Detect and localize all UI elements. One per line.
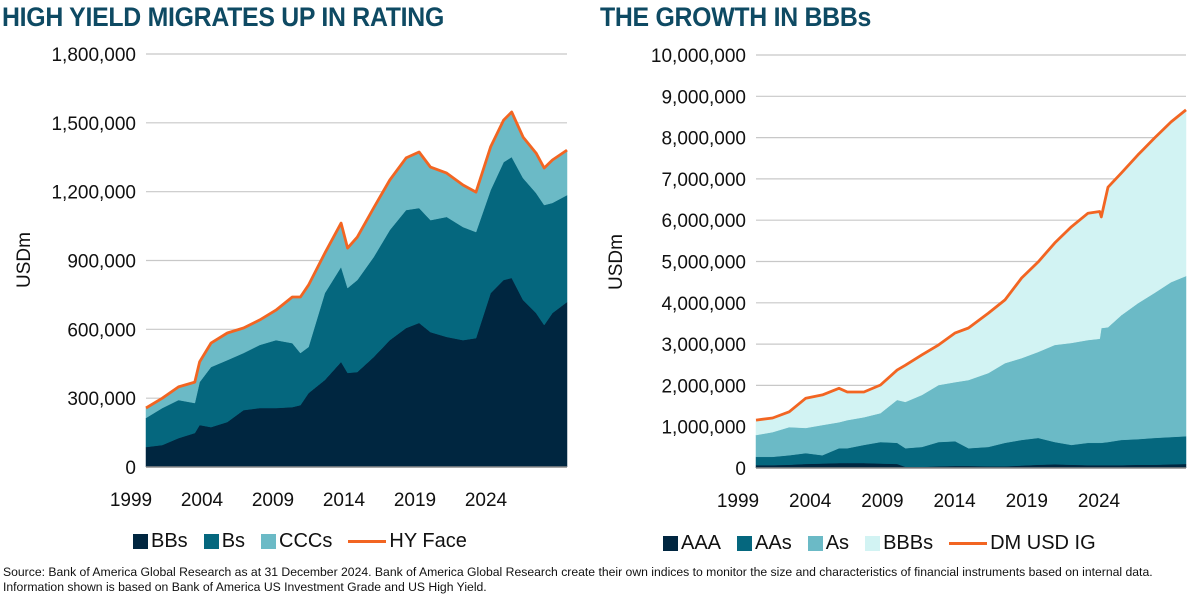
x-tick-label: 2019 xyxy=(394,490,436,511)
y-tick-label: 0 xyxy=(125,458,136,479)
x-tick-label: 2014 xyxy=(933,491,976,512)
x-tick-label: 2014 xyxy=(323,490,366,511)
legend-label: DM USD IG xyxy=(990,532,1096,554)
legend-color-swatch xyxy=(663,536,678,551)
legend-item: CCCs xyxy=(261,530,332,553)
x-tick-label: 2019 xyxy=(1006,491,1048,512)
y-tick-label: 6,000,000 xyxy=(661,211,746,232)
x-tick-label: 1999 xyxy=(110,490,152,511)
chart-1: 0 300,000 600,000 900,000 1,200,000 1,500,000… xyxy=(14,45,568,511)
legend-item: Bs xyxy=(203,530,246,553)
legend-left: BBs Bs CCCs HY Face xyxy=(133,530,483,553)
y-tick-label: 900,000 xyxy=(67,252,136,273)
legend-right: AAA AAs As BBBs DM USD IG xyxy=(663,532,1112,555)
legend-label: As xyxy=(825,532,850,554)
y-tick-label: 7,000,000 xyxy=(661,170,746,191)
y-tick-label: 1,000,000 xyxy=(661,418,746,439)
y-tick-label: 600,000 xyxy=(67,320,136,341)
legend-label: AAA xyxy=(681,532,722,554)
legend-color-swatch xyxy=(807,536,823,551)
legend-label: BBs xyxy=(151,530,188,552)
y-tick-label: 0 xyxy=(735,459,746,480)
x-tick-label: 1999 xyxy=(717,491,759,512)
legend-color-swatch xyxy=(865,536,881,551)
y-tick-label: 1,200,000 xyxy=(51,183,136,204)
source-note: Source: Bank of America Global Research … xyxy=(3,565,1153,594)
y-tick-label: 8,000,000 xyxy=(661,129,746,150)
chart-title-left: HIGH YIELD MIGRATES UP IN RATING xyxy=(2,2,445,32)
legend-line-swatch xyxy=(348,540,387,543)
legend-color-swatch xyxy=(261,534,277,549)
y-tick-label: 2,000,000 xyxy=(661,376,746,397)
legend-label: Bs xyxy=(221,530,246,552)
charts-canvas: 0 300,000 600,000 900,000 1,200,000 1,500,000… xyxy=(14,45,1187,512)
y-tick-label: 300,000 xyxy=(67,389,136,410)
y-tick-label: 5,000,000 xyxy=(661,253,746,274)
y-tick-label: 1,800,000 xyxy=(51,45,136,66)
legend-item: DM USD IG xyxy=(949,532,1096,555)
legend-label: CCCs xyxy=(279,530,333,552)
chart-title-right: THE GROWTH IN BBBs xyxy=(600,2,872,32)
x-tick-label: 2004 xyxy=(181,490,224,511)
legend-item: AAs xyxy=(737,532,792,555)
legend-item: AAA xyxy=(663,532,721,555)
y-tick-label: 4,000,000 xyxy=(661,294,746,315)
x-tick-label: 2024 xyxy=(465,490,508,511)
legend-color-swatch xyxy=(203,534,219,549)
x-tick-label: 2009 xyxy=(252,490,294,511)
chart-2: 0 1,000,000 2,000,000 3,000,000 4,000,000 5,0… xyxy=(606,46,1187,512)
y-axis-label: USDm xyxy=(14,232,35,288)
legend-label: BBBs xyxy=(883,532,934,554)
legend-color-swatch xyxy=(133,534,148,549)
line-hy-face xyxy=(145,110,568,410)
y-tick-label: 1,500,000 xyxy=(51,114,136,135)
y-tick-label: 9,000,000 xyxy=(661,87,746,108)
y-axis-label: USDm xyxy=(606,234,627,290)
legend-line-swatch xyxy=(949,542,988,545)
legend-color-swatch xyxy=(737,536,753,551)
legend-item: HY Face xyxy=(348,530,467,553)
legend-item: BBs xyxy=(133,530,188,553)
x-tick-label: 2009 xyxy=(861,491,903,512)
y-tick-label: 3,000,000 xyxy=(661,335,746,356)
x-tick-label: 2024 xyxy=(1078,491,1121,512)
legend-label: AAs xyxy=(755,532,792,554)
legend-item: As xyxy=(807,532,850,555)
y-tick-label: 10,000,000 xyxy=(651,46,746,67)
x-tick-label: 2004 xyxy=(789,491,832,512)
line-dm-usd-ig xyxy=(755,108,1187,422)
legend-label: HY Face xyxy=(389,530,467,552)
legend-item: BBBs xyxy=(865,532,933,555)
